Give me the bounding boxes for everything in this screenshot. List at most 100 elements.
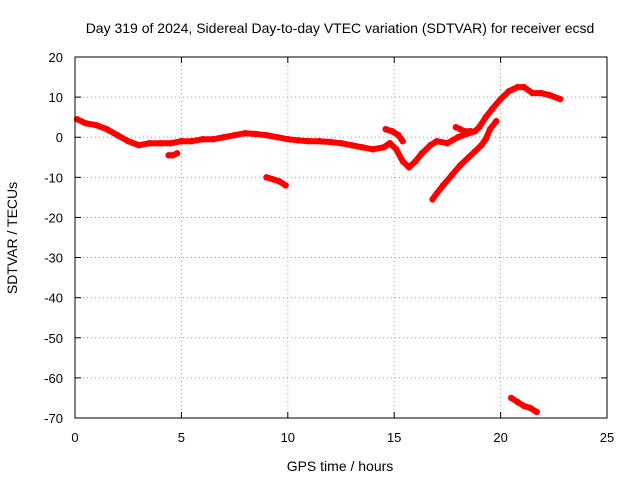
- data-point: [242, 130, 249, 137]
- y-axis-label: SDTVAR / TECUs: [4, 182, 20, 294]
- y-tick-label: -70: [44, 411, 63, 426]
- data-point: [167, 140, 174, 147]
- data-point: [529, 89, 536, 97]
- data-point: [263, 132, 270, 139]
- data-point: [337, 140, 345, 147]
- data-point: [433, 190, 440, 197]
- data-point: [316, 138, 323, 145]
- data-point: [514, 83, 521, 91]
- data-point: [497, 95, 504, 103]
- data-point: [488, 105, 496, 113]
- series-hump-15h: [382, 126, 406, 145]
- data-layer: [73, 83, 564, 416]
- data-point: [505, 87, 513, 95]
- data-point: [395, 132, 402, 139]
- data-point: [465, 154, 472, 161]
- data-point: [514, 398, 521, 406]
- data-point: [146, 140, 153, 147]
- data-point: [382, 126, 389, 133]
- data-point: [156, 140, 164, 147]
- data-point: [461, 128, 468, 135]
- data-point: [412, 158, 419, 165]
- data-point: [327, 138, 334, 146]
- data-point: [135, 142, 142, 149]
- data-point: [386, 140, 394, 147]
- data-point: [399, 138, 406, 145]
- x-tick-label: 25: [600, 430, 614, 445]
- x-axis-label: GPS time / hours: [287, 458, 394, 474]
- x-tick-label: 10: [281, 430, 295, 445]
- data-point: [305, 138, 313, 145]
- y-tick-label: 20: [49, 50, 63, 65]
- data-point: [220, 134, 228, 141]
- series-track: [382, 126, 406, 145]
- data-point: [178, 138, 185, 145]
- data-point: [93, 122, 100, 129]
- data-point: [439, 182, 447, 189]
- series-short-segment-4.5h: [165, 150, 181, 159]
- y-tick-label: -60: [44, 371, 63, 386]
- data-point: [546, 91, 553, 99]
- data-point: [482, 136, 489, 143]
- data-point: [263, 174, 270, 181]
- y-tick-label: -40: [44, 291, 63, 306]
- data-point: [448, 172, 455, 179]
- y-tick-label: -50: [44, 331, 63, 346]
- data-point: [231, 132, 238, 139]
- data-point: [427, 142, 434, 149]
- y-tick-label: -20: [44, 210, 63, 225]
- series-low-segment-21h: [508, 394, 540, 416]
- y-tick-label: 0: [56, 130, 63, 145]
- x-tick-label: 0: [71, 430, 78, 445]
- data-point: [82, 120, 89, 127]
- x-tick-label: 15: [387, 430, 401, 445]
- y-tick-label: -30: [44, 251, 63, 266]
- data-point: [274, 134, 281, 141]
- grid-lines: [75, 57, 607, 418]
- data-point: [359, 144, 366, 151]
- data-point: [103, 126, 111, 133]
- data-point: [520, 402, 528, 410]
- data-point: [252, 130, 260, 138]
- series-hump-18h: [452, 124, 474, 135]
- data-point: [276, 178, 283, 185]
- y-tick-label: 10: [49, 90, 63, 105]
- data-point: [199, 136, 206, 143]
- data-point: [210, 136, 217, 143]
- data-point: [486, 126, 494, 133]
- data-point: [429, 196, 436, 203]
- series-rising-arc: [429, 118, 500, 203]
- series-track: [263, 174, 289, 189]
- data-point: [520, 83, 528, 91]
- x-tick-label: 5: [178, 430, 185, 445]
- data-point: [388, 128, 396, 135]
- data-point: [454, 134, 462, 141]
- data-point: [405, 164, 413, 171]
- data-point: [444, 140, 451, 147]
- data-point: [433, 138, 440, 145]
- data-point: [418, 150, 426, 157]
- data-point: [508, 394, 515, 402]
- data-point: [188, 138, 196, 145]
- data-point: [393, 146, 400, 153]
- data-point: [457, 162, 464, 169]
- data-point: [284, 136, 291, 143]
- data-point: [478, 142, 485, 149]
- chart-title: Day 319 of 2024, Sidereal Day-to-day VTE…: [86, 20, 595, 36]
- data-point: [348, 142, 355, 149]
- data-point: [269, 176, 277, 183]
- data-point: [482, 114, 489, 121]
- data-point: [295, 137, 302, 144]
- data-point: [399, 158, 406, 165]
- plot-frame: [74, 56, 608, 419]
- data-point: [380, 144, 387, 151]
- x-tick-label: 20: [493, 430, 507, 445]
- data-point: [533, 408, 540, 416]
- data-point: [527, 404, 534, 412]
- data-point: [557, 95, 564, 103]
- data-point: [471, 148, 479, 155]
- axis-ticks: 0 5 10 15 20 25 -70 -60 -50 -40 -30 -20 -10 0 10 20: [44, 50, 614, 445]
- data-point: [173, 150, 181, 157]
- data-point: [369, 146, 377, 153]
